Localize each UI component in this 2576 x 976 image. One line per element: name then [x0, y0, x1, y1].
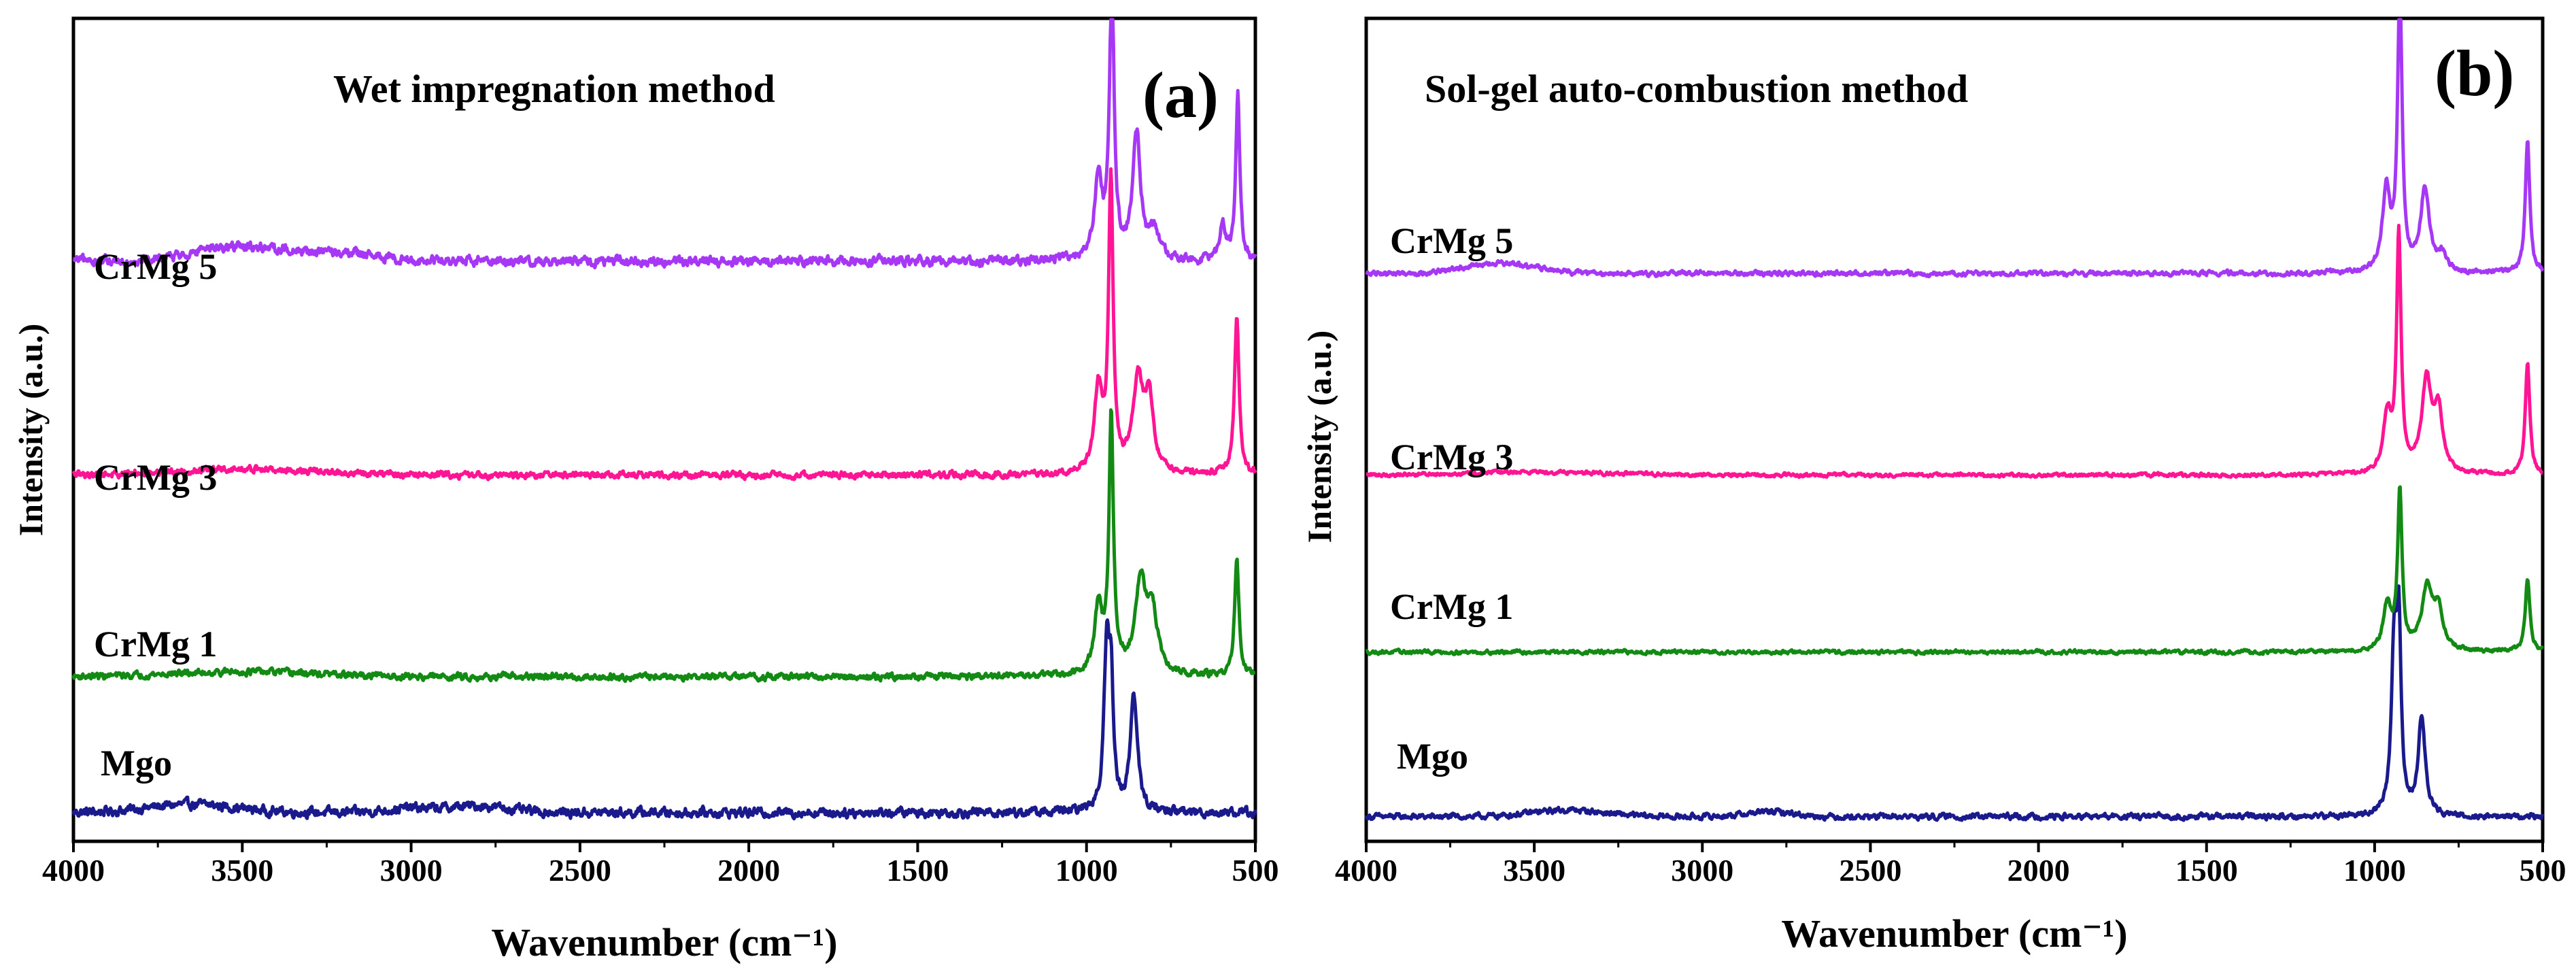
- y-axis-label: Intensity (a.u.): [12, 324, 50, 537]
- x-tick-label: 2500: [1839, 853, 1901, 888]
- series-label-crmg5: CrMg 5: [94, 246, 217, 287]
- series-line-crmg3: [71, 167, 1257, 482]
- x-tick-label: 2000: [717, 853, 780, 888]
- x-ticks: 4000 3500 3000 2500 2000 1500 1000 500: [1335, 841, 2566, 888]
- series-label-mgo: Mgo: [1397, 736, 1468, 777]
- x-tick-label: 1000: [1055, 853, 1118, 888]
- x-tick-label: 3000: [380, 853, 443, 888]
- chart-title: Sol-gel auto-combustion method: [1425, 67, 1968, 111]
- series-label-crmg3: CrMg 3: [94, 457, 217, 498]
- x-tick-label: 500: [1232, 853, 1279, 888]
- chart-title: Wet impregnation method: [333, 67, 775, 111]
- x-tick-label: 1000: [2343, 853, 2406, 888]
- x-tick-label: 1500: [2175, 853, 2238, 888]
- x-tick-label: 1500: [886, 853, 949, 888]
- panel-label: (b): [2435, 37, 2514, 110]
- series-line-mgo: [71, 618, 1257, 821]
- series-line-crmg5: [72, 18, 1257, 270]
- plot-frame: [1364, 16, 2545, 843]
- series-line-crmg1: [71, 408, 1257, 684]
- x-tick-label: 4000: [42, 853, 105, 888]
- x-tick-label: 4000: [1335, 853, 1397, 888]
- plot-frame: [71, 16, 1257, 843]
- panel-a: 4000 3500 3000 2500 2000 1500 1000 500 Wet impr…: [12, 16, 1279, 964]
- series-label-crmg5: CrMg 5: [1390, 220, 1513, 261]
- x-tick-label: 3500: [211, 853, 273, 888]
- series-line-crmg5: [1365, 18, 2545, 279]
- x-ticks: 4000 3500 3000 2500 2000 1500 1000 500: [42, 841, 1279, 888]
- series-line-crmg1: [1365, 485, 2544, 657]
- x-axis-label: Wavenumber (cm⁻¹): [491, 920, 837, 964]
- series-label-crmg1: CrMg 1: [1390, 586, 1513, 627]
- y-axis-label: Intensity (a.u.): [1300, 331, 1338, 543]
- series-layer: [71, 18, 1257, 821]
- series-layer: [1364, 18, 2545, 822]
- series-line-mgo: [1364, 584, 2545, 822]
- series-label-crmg1: CrMg 1: [94, 624, 217, 664]
- series-line-crmg3: [1365, 224, 2544, 479]
- x-tick-label: 500: [2520, 853, 2566, 888]
- panel-label: (a): [1142, 58, 1219, 131]
- x-axis-label: Wavenumber (cm⁻¹): [1781, 911, 2127, 956]
- x-tick-label: 3000: [1671, 853, 1733, 888]
- series-label-crmg3: CrMg 3: [1390, 437, 1513, 477]
- panel-b: 4000 3500 3000 2500 2000 1500 1000 500 Sol-gel …: [1300, 16, 2566, 956]
- x-tick-label: 2000: [2007, 853, 2070, 888]
- x-tick-label: 2500: [549, 853, 611, 888]
- series-label-mgo: Mgo: [101, 743, 172, 784]
- x-tick-label: 3500: [1503, 853, 1565, 888]
